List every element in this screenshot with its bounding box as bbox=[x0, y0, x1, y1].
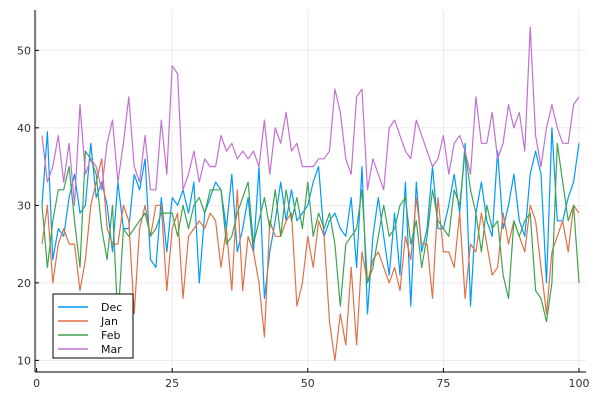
series-line-jan bbox=[41, 158, 580, 361]
legend-box bbox=[52, 293, 134, 359]
x-tick-label: 25 bbox=[165, 377, 179, 390]
legend-label-feb: Feb bbox=[101, 329, 120, 342]
axes bbox=[34, 10, 586, 373]
series-lines bbox=[41, 26, 580, 361]
series-line-mar bbox=[41, 26, 580, 206]
y-tick-label: 20 bbox=[17, 277, 31, 290]
x-tick-label: 50 bbox=[301, 377, 315, 390]
x-tick-label: 75 bbox=[436, 377, 450, 390]
legend-label-dec: Dec bbox=[101, 301, 122, 314]
y-tick-label: 10 bbox=[17, 354, 31, 367]
x-tick-label: 100 bbox=[569, 377, 590, 390]
y-ticks: 10 20 30 40 50 bbox=[17, 44, 39, 367]
legend-label-jan: Jan bbox=[100, 315, 118, 328]
y-tick-label: 40 bbox=[17, 122, 31, 135]
grid-lines bbox=[35, 10, 586, 372]
y-tick-label: 50 bbox=[17, 44, 31, 57]
legend-label-mar: Mar bbox=[101, 343, 122, 356]
series-line-dec bbox=[41, 127, 580, 315]
x-ticks: 0 25 50 75 100 bbox=[33, 368, 590, 390]
x-tick-label: 0 bbox=[33, 377, 40, 390]
series-line-feb bbox=[41, 142, 580, 323]
y-tick-label: 30 bbox=[17, 199, 31, 212]
